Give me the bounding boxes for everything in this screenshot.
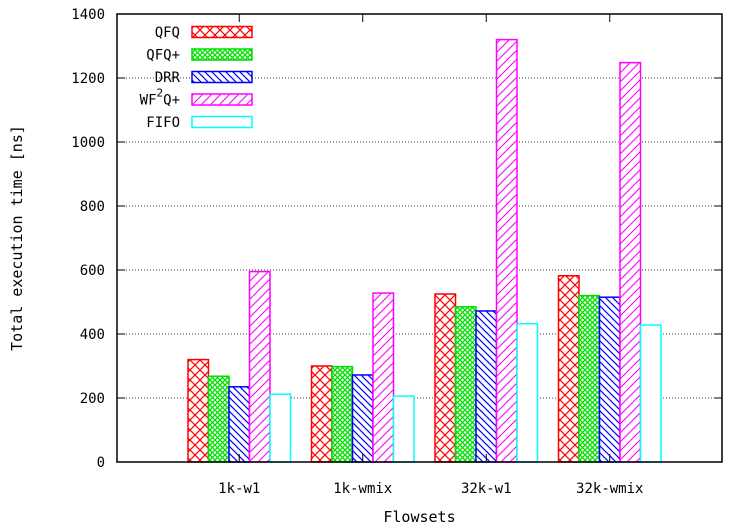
y-tick-label: 1000 [71,135,105,151]
legend-label: WF2Q+ [140,87,180,109]
bar-fifo-32k-wmix [639,324,662,463]
bar-qfq-32k-w1 [434,293,457,463]
y-tick-label: 200 [80,391,105,407]
bar-qfq-1k-wmix [331,365,354,463]
y-tick-label: 1200 [71,71,105,87]
bar-qfq-1k-wmix [310,365,333,463]
bar-wfq-32k-wmix [619,61,642,463]
legend-label: QFQ [155,25,180,41]
bar-qfq-32k-wmix [578,294,601,463]
y-tick-label: 400 [80,327,105,343]
x-tick-label: 1k-w1 [218,481,260,497]
bar-fifo-1k-w1 [269,393,292,463]
legend-label: FIFO [146,115,180,131]
bar-wfq-1k-w1 [248,270,271,463]
legend-label: DRR [155,70,181,86]
bar-wfq-1k-wmix [372,292,395,463]
y-tick-label: 800 [80,199,105,215]
bar-qfq-32k-wmix [557,275,580,463]
plot-frame [116,13,723,463]
legend-swatch [191,70,253,84]
y-tick-label: 1400 [71,7,105,23]
y-axis: 0 200 400 600 800 1000 1200 1400 [71,7,722,471]
legend-swatch [191,93,253,106]
y-axis-label: Total execution time [ns] [8,125,26,351]
y-tick-label: 600 [80,263,105,279]
x-tick-label: 32k-wmix [576,481,643,497]
x-axis: 1k-w1 1k-wmix 32k-w1 32k-wmix [218,14,643,497]
bar-drr-1k-wmix [351,374,374,463]
legend-swatch [191,25,253,39]
x-axis-label: Flowsets [383,508,455,524]
bar-fifo-32k-w1 [516,323,539,463]
bar-drr-1k-w1 [228,386,251,463]
bars-group [187,38,662,463]
y-tick-label: 0 [97,455,105,471]
bar-wfq-32k-w1 [495,38,518,463]
legend-label: QFQ+ [146,48,180,64]
legend-swatch [191,48,253,61]
bar-qfq-32k-w1 [454,306,477,463]
legend-swatch [191,115,253,129]
bar-drr-32k-wmix [598,296,621,463]
bar-qfq-1k-w1 [207,375,230,463]
bar-fifo-1k-wmix [392,395,415,463]
x-tick-label: 1k-wmix [333,481,392,497]
bar-qfq-1k-w1 [187,358,210,463]
bar-drr-32k-w1 [475,310,498,463]
x-tick-label: 32k-w1 [461,481,512,497]
